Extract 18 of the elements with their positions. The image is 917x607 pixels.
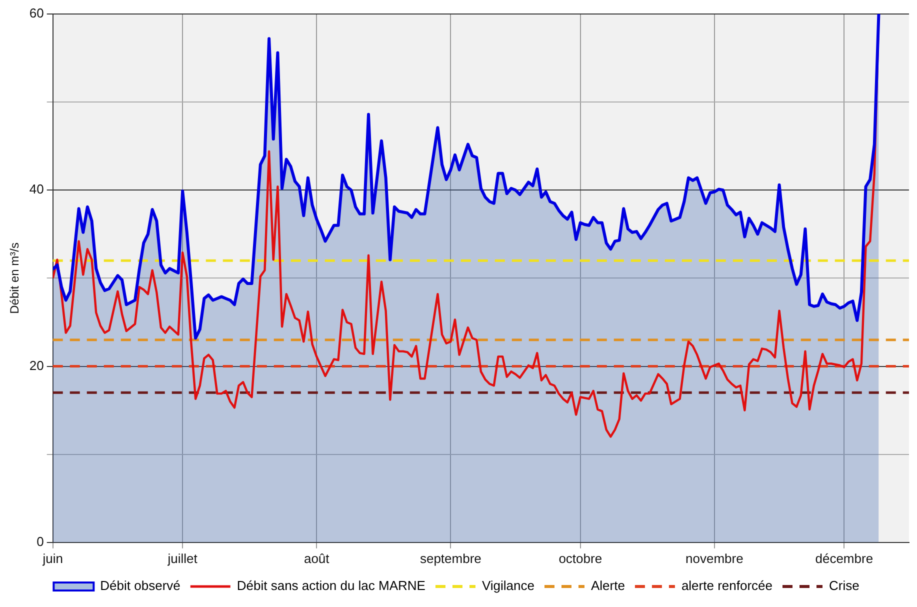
legend-label: Débit sans action du lac MARNE: [236, 578, 426, 594]
legend-label: Alerte: [590, 578, 625, 594]
legend-label: Vigilance: [482, 578, 534, 594]
y-tick-label: 40: [29, 182, 44, 197]
x-tick-label: juin: [42, 550, 63, 566]
x-tick-label: septembre: [420, 550, 482, 566]
y-tick-label: 0: [36, 534, 44, 549]
x-tick-label: juillet: [166, 550, 198, 566]
x-tick-label: décembre: [815, 550, 874, 566]
y-tick-label: 20: [29, 358, 44, 373]
x-tick-label: novembre: [686, 550, 744, 566]
y-axis-title: Débit en m³/s: [8, 242, 22, 314]
x-tick-label: août: [304, 550, 330, 566]
legend-label: Crise: [828, 578, 860, 594]
legend-label: alerte renforcée: [681, 578, 773, 594]
legend-label: Débit observé: [100, 578, 180, 594]
x-tick-label: octobre: [558, 550, 602, 566]
y-tick-label: 60: [29, 6, 44, 21]
